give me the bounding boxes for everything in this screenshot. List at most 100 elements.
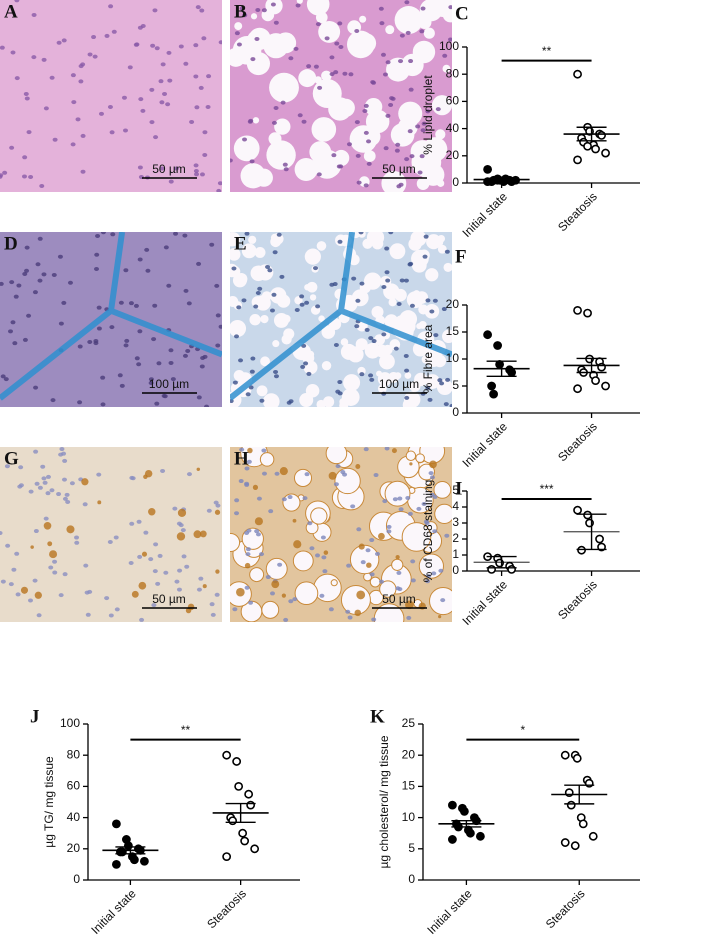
- nucleus: [340, 470, 346, 475]
- nucleus: [234, 511, 240, 516]
- nucleus: [93, 339, 99, 344]
- nucleus: [242, 13, 248, 18]
- nucleus: [153, 542, 159, 547]
- nucleus: [0, 281, 4, 286]
- nucleus: [363, 183, 369, 188]
- data-point: [591, 144, 600, 154]
- nucleus: [157, 553, 163, 558]
- stain: [20, 586, 29, 594]
- nucleus: [154, 46, 160, 51]
- stain: [405, 600, 414, 610]
- x-tick-label: Steatosis: [204, 886, 249, 931]
- nucleus: [338, 44, 344, 49]
- nucleus: [111, 29, 117, 34]
- nucleus: [152, 569, 158, 574]
- nucleus: [45, 491, 51, 496]
- nucleus: [440, 598, 446, 603]
- y-tick-label: 3: [452, 515, 459, 529]
- nucleus: [331, 153, 337, 158]
- nucleus: [117, 373, 123, 378]
- y-tick-label: 20: [67, 841, 81, 855]
- nucleus: [292, 597, 298, 602]
- nucleus: [62, 496, 68, 501]
- nucleus: [369, 377, 375, 382]
- nucleus: [379, 21, 385, 26]
- nucleus: [438, 568, 444, 573]
- lipid-droplet: [383, 283, 400, 300]
- nucleus: [403, 353, 409, 358]
- nucleus: [87, 339, 93, 344]
- nucleus: [272, 250, 278, 255]
- lipid-droplet: [361, 127, 381, 147]
- nucleus: [248, 600, 254, 605]
- nucleus: [432, 529, 438, 534]
- lipid-droplet: [282, 493, 301, 512]
- nucleus: [362, 108, 368, 113]
- lipid-droplet: [310, 507, 328, 525]
- lipid-droplet: [260, 356, 270, 367]
- nucleus: [404, 395, 410, 400]
- nucleus: [398, 59, 404, 64]
- nucleus: [355, 153, 361, 158]
- nucleus: [180, 528, 186, 533]
- nucleus: [319, 593, 325, 598]
- nucleus: [129, 521, 135, 526]
- nucleus: [107, 105, 113, 110]
- nucleus: [109, 325, 115, 330]
- nucleus: [269, 308, 275, 313]
- nucleus: [248, 385, 254, 390]
- stain: [358, 543, 365, 550]
- fibrosis: [0, 232, 222, 401]
- nucleus: [151, 603, 157, 608]
- data-point: [234, 782, 244, 791]
- lipid-droplet: [425, 268, 439, 282]
- data-point: [573, 69, 582, 79]
- stain: [202, 584, 207, 589]
- nucleus: [324, 36, 330, 41]
- nucleus: [166, 283, 172, 288]
- data-point: [595, 534, 604, 544]
- nucleus: [128, 301, 134, 306]
- lipid-droplet: [443, 262, 452, 272]
- nucleus: [347, 615, 353, 620]
- stain: [148, 508, 156, 516]
- lipid-droplet: [384, 314, 399, 328]
- nucleus: [174, 579, 180, 584]
- nucleus: [49, 488, 55, 493]
- lipid-droplet: [254, 247, 266, 258]
- nucleus: [270, 591, 276, 596]
- nucleus: [69, 481, 75, 486]
- nucleus: [74, 540, 80, 545]
- nucleus: [431, 571, 437, 576]
- nucleus: [238, 479, 244, 484]
- panel-letter: H: [234, 448, 249, 469]
- lipid-droplet: [401, 522, 432, 552]
- data-point: [487, 565, 496, 574]
- nucleus: [51, 272, 57, 277]
- nucleus: [52, 559, 58, 564]
- lipid-droplet: [426, 353, 441, 368]
- nucleus: [350, 504, 356, 509]
- nucleus: [425, 298, 431, 303]
- lipid-droplet: [252, 117, 260, 124]
- nucleus: [230, 158, 233, 163]
- stain: [355, 464, 361, 469]
- nucleus: [383, 146, 389, 151]
- nucleus: [396, 184, 402, 189]
- lipid-droplet: [391, 558, 404, 571]
- nucleus: [365, 548, 371, 553]
- lipid-droplet: [311, 117, 337, 142]
- lipid-droplet: [415, 453, 425, 463]
- nucleus: [333, 70, 339, 75]
- nucleus: [302, 496, 308, 501]
- lipid-droplet: [340, 338, 349, 346]
- nucleus: [62, 458, 68, 463]
- nucleus: [386, 529, 392, 534]
- lipid-droplet: [243, 243, 255, 255]
- stain: [196, 467, 201, 472]
- stain: [328, 471, 337, 480]
- stain: [247, 447, 253, 454]
- data-point: [139, 856, 149, 866]
- x-tick-label: Initial state: [459, 419, 510, 470]
- nucleus: [109, 130, 115, 135]
